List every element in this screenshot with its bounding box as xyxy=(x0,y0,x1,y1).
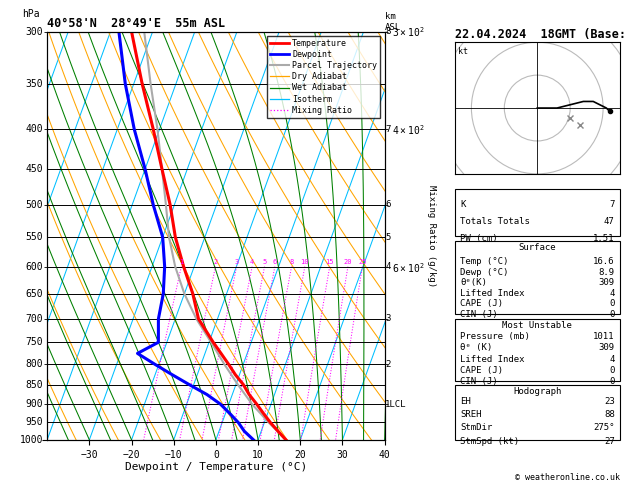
Text: 400: 400 xyxy=(26,124,43,134)
Text: 800: 800 xyxy=(26,359,43,369)
Text: Lifted Index: Lifted Index xyxy=(460,355,525,364)
Text: 0: 0 xyxy=(610,365,615,375)
Text: 1LCL: 1LCL xyxy=(386,399,407,409)
Text: 27: 27 xyxy=(604,436,615,446)
Text: 1000: 1000 xyxy=(19,435,43,445)
Text: 309: 309 xyxy=(599,278,615,287)
X-axis label: Dewpoint / Temperature (°C): Dewpoint / Temperature (°C) xyxy=(125,462,307,472)
Text: 2: 2 xyxy=(213,259,218,265)
Text: θᵉ(K): θᵉ(K) xyxy=(460,278,487,287)
Text: 4: 4 xyxy=(610,355,615,364)
Text: 8: 8 xyxy=(386,27,391,36)
Text: 4: 4 xyxy=(610,289,615,297)
Text: 550: 550 xyxy=(26,232,43,242)
Text: Most Unstable: Most Unstable xyxy=(503,320,572,330)
Text: K: K xyxy=(460,200,465,208)
Text: 8.9: 8.9 xyxy=(599,268,615,277)
Text: 47: 47 xyxy=(604,217,615,226)
Text: Totals Totals: Totals Totals xyxy=(460,217,530,226)
Y-axis label: Mixing Ratio (g/kg): Mixing Ratio (g/kg) xyxy=(427,185,436,287)
Text: Dewp (°C): Dewp (°C) xyxy=(460,268,508,277)
Text: 0: 0 xyxy=(610,310,615,319)
Text: 22.04.2024  18GMT (Base: 18): 22.04.2024 18GMT (Base: 18) xyxy=(455,28,629,41)
Text: 20: 20 xyxy=(343,259,352,265)
Text: 16.6: 16.6 xyxy=(593,257,615,266)
Text: 600: 600 xyxy=(26,261,43,272)
Text: 300: 300 xyxy=(26,27,43,36)
Text: 25: 25 xyxy=(358,259,367,265)
Text: 1.51: 1.51 xyxy=(593,234,615,243)
Text: 10: 10 xyxy=(301,259,309,265)
Text: 3: 3 xyxy=(386,314,391,323)
Text: 15: 15 xyxy=(325,259,334,265)
Text: CIN (J): CIN (J) xyxy=(460,310,498,319)
Text: StmDir: StmDir xyxy=(460,423,492,433)
Text: 3: 3 xyxy=(235,259,239,265)
Text: Surface: Surface xyxy=(518,243,556,252)
Text: hPa: hPa xyxy=(22,9,40,19)
Text: θᵉ (K): θᵉ (K) xyxy=(460,344,492,352)
Text: EH: EH xyxy=(460,397,470,406)
Text: 700: 700 xyxy=(26,314,43,324)
Text: 950: 950 xyxy=(26,417,43,428)
Text: 5: 5 xyxy=(386,233,391,242)
Text: © weatheronline.co.uk: © weatheronline.co.uk xyxy=(515,473,620,482)
Text: 8: 8 xyxy=(289,259,294,265)
Text: 6: 6 xyxy=(386,200,391,209)
Text: 1011: 1011 xyxy=(593,332,615,341)
Text: 40°58'N  28°49'E  55m ASL: 40°58'N 28°49'E 55m ASL xyxy=(47,17,225,31)
Text: 850: 850 xyxy=(26,380,43,390)
Text: 500: 500 xyxy=(26,200,43,210)
Text: Hodograph: Hodograph xyxy=(513,387,562,396)
Text: 750: 750 xyxy=(26,337,43,347)
Text: 1: 1 xyxy=(179,259,184,265)
Text: CAPE (J): CAPE (J) xyxy=(460,299,503,308)
Text: Lifted Index: Lifted Index xyxy=(460,289,525,297)
Text: 23: 23 xyxy=(604,397,615,406)
Text: km
ASL: km ASL xyxy=(386,12,401,32)
Text: 0: 0 xyxy=(610,377,615,386)
Text: 88: 88 xyxy=(604,410,615,419)
Text: 309: 309 xyxy=(599,344,615,352)
Text: 900: 900 xyxy=(26,399,43,409)
Text: 2: 2 xyxy=(386,360,391,369)
Text: CAPE (J): CAPE (J) xyxy=(460,365,503,375)
Text: Pressure (mb): Pressure (mb) xyxy=(460,332,530,341)
Text: CIN (J): CIN (J) xyxy=(460,377,498,386)
Text: kt: kt xyxy=(459,47,468,56)
Text: 6: 6 xyxy=(273,259,277,265)
Text: 450: 450 xyxy=(26,164,43,174)
Legend: Temperature, Dewpoint, Parcel Trajectory, Dry Adiabat, Wet Adiabat, Isotherm, Mi: Temperature, Dewpoint, Parcel Trajectory… xyxy=(267,36,381,118)
Text: 650: 650 xyxy=(26,289,43,299)
Text: 4: 4 xyxy=(250,259,254,265)
Text: 5: 5 xyxy=(262,259,267,265)
Text: 350: 350 xyxy=(26,79,43,89)
Text: Temp (°C): Temp (°C) xyxy=(460,257,508,266)
Text: SREH: SREH xyxy=(460,410,481,419)
Text: 7: 7 xyxy=(610,200,615,208)
Text: PW (cm): PW (cm) xyxy=(460,234,498,243)
Text: 7: 7 xyxy=(386,124,391,134)
Text: StmSpd (kt): StmSpd (kt) xyxy=(460,436,519,446)
Text: 275°: 275° xyxy=(593,423,615,433)
Text: 4: 4 xyxy=(386,262,391,271)
Text: 0: 0 xyxy=(610,299,615,308)
